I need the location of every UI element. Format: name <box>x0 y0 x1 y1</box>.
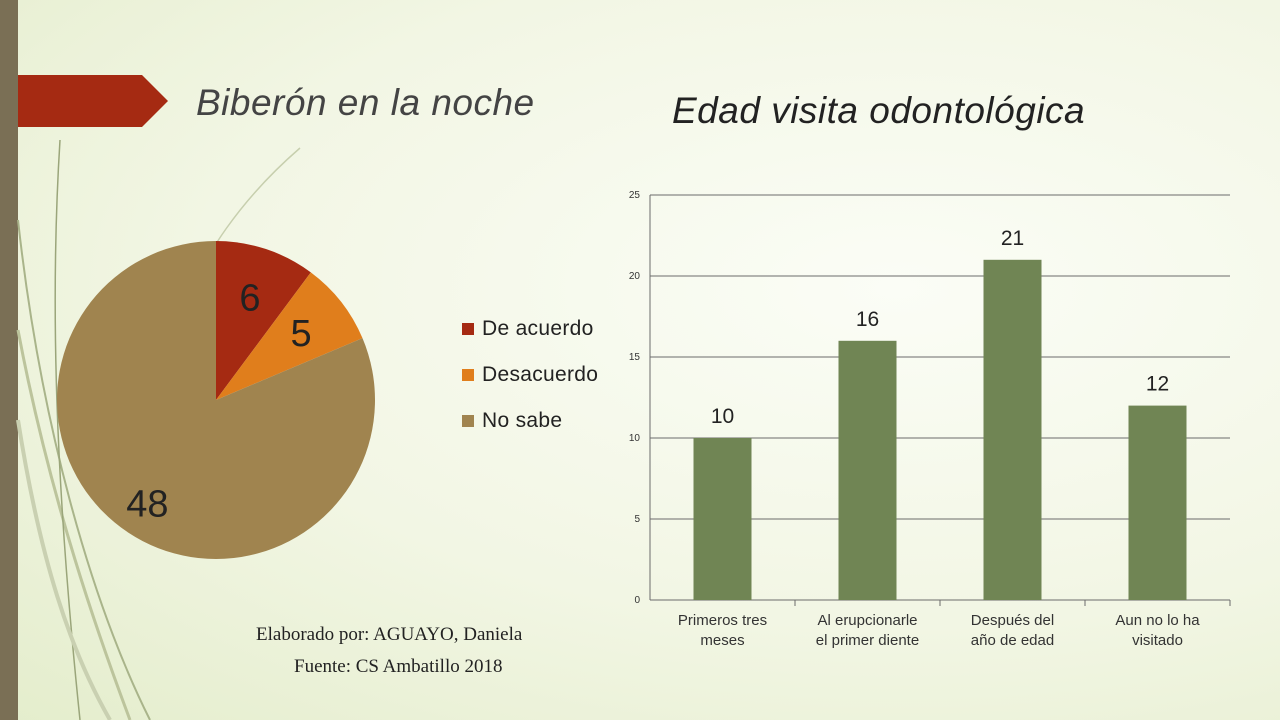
legend-label: De acuerdo <box>482 317 594 340</box>
x-category-label: Al erupcionarle el primer diente <box>816 612 919 649</box>
pie-slice-3 <box>57 241 376 559</box>
legend-item: No sabe <box>462 398 598 444</box>
bar-chart-title: Edad visita odontológica <box>672 90 1086 131</box>
legend-swatch <box>462 415 474 427</box>
legend-swatch <box>462 323 474 335</box>
pie-data-label-3: 48 <box>126 483 168 525</box>
y-tick-label: 10 <box>629 433 641 444</box>
pie-data-label-2: 5 <box>290 313 311 355</box>
bar-4 <box>1128 405 1187 600</box>
bar-data-label-2: 16 <box>856 308 879 331</box>
source-credit: Fuente: CS Ambatillo 2018 <box>294 656 503 677</box>
pie-chart: 65 48 <box>57 241 376 559</box>
bar-3 <box>983 259 1042 600</box>
left-sidebar-bar <box>0 0 18 720</box>
x-category-label: Después del año de edad <box>971 612 1054 649</box>
x-category-label: Aun no lo ha visitado <box>1115 612 1200 649</box>
pie-data-label-1: 6 <box>239 277 260 319</box>
bar-data-label-3: 21 <box>1001 227 1024 250</box>
y-tick-label: 25 <box>629 190 641 201</box>
y-tick-label: 5 <box>634 514 640 525</box>
bar-chart: 0 5 10 15 20 25 10 Primeros tres meses 16 Al erupc… <box>629 190 1231 649</box>
author-credit: Elaborado por: AGUAYO, Daniela <box>256 624 523 645</box>
y-tick-label: 15 <box>629 352 641 363</box>
title-accent-arrow <box>18 75 168 127</box>
pie-slice-2 <box>216 272 363 400</box>
legend-label: No sabe <box>482 409 563 432</box>
legend-label: Desacuerdo <box>482 363 599 386</box>
legend-item: Desacuerdo <box>462 352 598 398</box>
bar-data-label-1: 10 <box>711 405 734 428</box>
legend-swatch <box>462 369 474 381</box>
pie-chart-title: Biberón en la noche <box>196 82 535 123</box>
x-category-label: Primeros tres meses <box>678 612 767 649</box>
legend-item: De acuerdo <box>462 306 598 352</box>
pie-slice-1 <box>216 241 311 400</box>
bar-2 <box>838 340 897 600</box>
bar-1 <box>693 438 752 600</box>
pie-legend: De acuerdo Desacuerdo No sabe <box>462 306 598 444</box>
y-tick-label: 20 <box>629 271 641 282</box>
bar-data-label-4: 12 <box>1146 373 1169 396</box>
y-tick-label: 0 <box>634 595 640 606</box>
